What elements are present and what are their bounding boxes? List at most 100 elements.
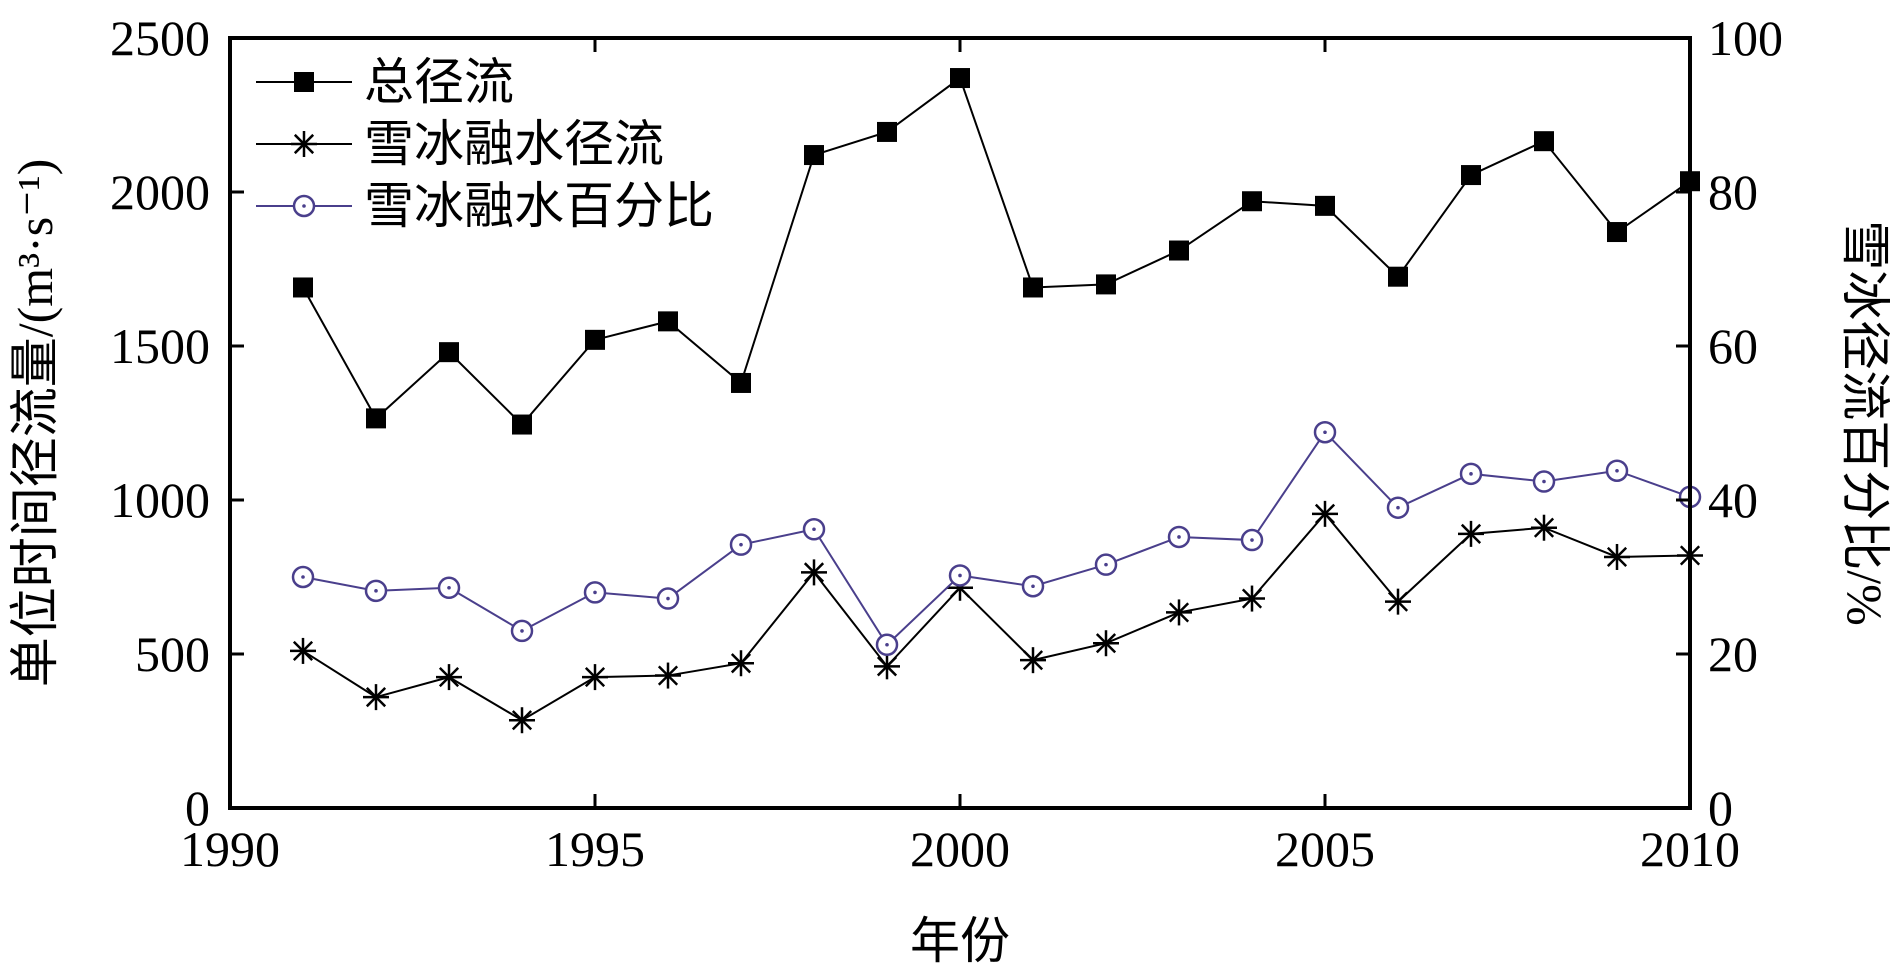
series-2-point-1997-dot	[739, 542, 743, 547]
series-1-point-2007-stroke	[1460, 523, 1482, 544]
series-2-point-2004-dot	[1250, 538, 1254, 542]
series-1-point-1991	[290, 637, 316, 664]
series-2-point-2006	[1386, 496, 1410, 519]
series-0-point-1994	[512, 414, 532, 435]
right-y-tick-label-100: 100	[1708, 10, 1783, 66]
series-1-point-1993-stroke	[438, 667, 460, 688]
series-0-point-2002	[1096, 274, 1116, 295]
right-y-tick-label-0: 0	[1708, 780, 1733, 836]
series-1-point-2006-stroke	[1387, 591, 1409, 612]
legend-marker-1-stroke	[293, 133, 315, 155]
right-y-tick-label-80: 80	[1708, 164, 1758, 220]
series-line-0	[302, 76, 1691, 427]
series-1-point-2007	[1458, 520, 1484, 547]
x-tick-label-2010: 2010	[1640, 821, 1740, 877]
series-1-point-2004-stroke	[1241, 588, 1263, 609]
series-0-point-2001	[1023, 277, 1043, 298]
series-line-2	[302, 430, 1691, 647]
x-tick-label-1990: 1990	[180, 821, 280, 877]
series-2-point-2003-dot	[1177, 535, 1181, 539]
series-1-point-1992	[363, 684, 389, 711]
series-2-point-1999	[875, 633, 899, 657]
legend-label-1: 雪冰融水径流	[364, 116, 664, 172]
series-2-point-1992	[364, 579, 388, 603]
series-1-point-1992-stroke	[365, 687, 387, 708]
series-1-point-2005-stroke	[1314, 503, 1336, 524]
series-1-point-2008-stroke	[1533, 517, 1555, 538]
series-2-point-2000	[948, 564, 972, 587]
series-1-point-2009-stroke	[1606, 546, 1628, 568]
series-0-point-2003	[1169, 240, 1189, 261]
series-1-point-2006	[1385, 588, 1411, 615]
series-2-point-1991-dot	[301, 575, 305, 579]
series-1-point-1994	[509, 707, 535, 734]
series-0-point-1999	[877, 121, 897, 142]
series-0-point-1993	[439, 342, 459, 363]
axes: 1990 1995 2000 2005 201005001000150020002500…	[110, 10, 1783, 877]
series-1-point-1996	[655, 662, 681, 689]
series-2-point-1999-dot	[885, 642, 889, 647]
series-2-point-2005	[1313, 420, 1337, 444]
series-0-point-1995	[585, 329, 605, 350]
right-y-axis-title: 雪冰径流百分比/%	[1837, 220, 1890, 626]
series-1-point-1994-stroke	[511, 710, 533, 731]
left-y-tick-label-500: 500	[135, 626, 210, 682]
series-2-point-2009-dot	[1615, 468, 1619, 473]
legend-label-2: 雪冰融水百分比	[364, 178, 714, 234]
series-2-point-2003	[1167, 525, 1191, 549]
series-1-point-1995-stroke	[584, 667, 606, 688]
series-2-point-2007	[1459, 462, 1483, 486]
series-2-point-1991	[291, 565, 315, 589]
left-y-axis-title: 单位时间径流量/(m³·s⁻¹)	[7, 159, 63, 688]
series-0-point-2005	[1315, 195, 1335, 216]
series-0-point-2000	[950, 68, 970, 89]
plot-area	[290, 68, 1703, 734]
series-1-point-2003	[1166, 599, 1192, 626]
series-1-point-1995	[582, 664, 608, 691]
series-1-point-2005	[1312, 500, 1338, 527]
legend-marker-2-dot	[302, 204, 306, 208]
series-2-point-2008	[1532, 470, 1556, 493]
x-tick-label-1995: 1995	[545, 821, 645, 877]
series-1-point-1999	[874, 653, 900, 680]
series-2-point-2001	[1021, 574, 1045, 598]
left-y-tick-label-0: 0	[185, 780, 210, 836]
series-1-point-1999-stroke	[876, 656, 898, 677]
series-2-point-1994-dot	[520, 629, 524, 633]
legend-label-0: 总径流	[364, 54, 514, 110]
series-1-point-2002	[1093, 630, 1119, 657]
series-1-point-2004	[1239, 585, 1265, 612]
series-2-point-1995-dot	[593, 590, 597, 595]
series-2-point-2000-dot	[958, 573, 962, 578]
series-1-point-2009	[1604, 543, 1630, 570]
series-2-point-1993	[437, 576, 461, 600]
series-0-point-2006	[1388, 266, 1408, 287]
series-1-point-1998-stroke	[803, 562, 825, 583]
series-1-point-1998	[801, 559, 827, 586]
series-2-point-2002-dot	[1104, 562, 1108, 567]
series-0-point-1996	[658, 311, 678, 332]
series-1-point-2001	[1020, 647, 1046, 674]
series-1-point-1997	[728, 650, 754, 677]
series-2-point-1992-dot	[374, 589, 378, 593]
series-0-point-1997	[731, 372, 751, 393]
left-y-tick-label-2000: 2000	[110, 164, 210, 220]
series-2-point-2008-dot	[1542, 479, 1546, 484]
series-2-point-2004	[1240, 528, 1264, 552]
series-1-point-2003-stroke	[1168, 602, 1190, 623]
legend-marker-2	[292, 194, 316, 218]
series-2-point-2009	[1605, 459, 1629, 482]
series-2-point-2006-dot	[1396, 505, 1400, 510]
series-0-point-2004	[1242, 191, 1262, 212]
series-2-point-1995	[583, 581, 607, 604]
series-0-point-2007	[1461, 165, 1481, 186]
series-1-point-1993	[436, 664, 462, 691]
series-2-point-1998-dot	[812, 527, 816, 532]
series-2-point-1998	[802, 518, 826, 541]
series-1-point-1991-stroke	[292, 640, 314, 661]
series-2-point-1994	[510, 619, 534, 643]
x-axis-title: 年份	[910, 913, 1010, 969]
left-y-tick-label-1000: 1000	[110, 472, 210, 528]
series-2-point-1996	[656, 587, 680, 610]
